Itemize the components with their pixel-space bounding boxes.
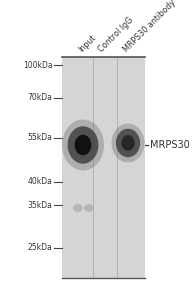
- Text: Input: Input: [77, 33, 98, 54]
- Text: 100kDa: 100kDa: [23, 61, 52, 70]
- Ellipse shape: [121, 135, 135, 151]
- Text: 25kDa: 25kDa: [28, 244, 52, 253]
- Text: 70kDa: 70kDa: [27, 94, 52, 103]
- Text: 35kDa: 35kDa: [27, 200, 52, 209]
- Ellipse shape: [73, 204, 83, 212]
- Text: Control IgG: Control IgG: [97, 16, 135, 54]
- Text: 40kDa: 40kDa: [27, 178, 52, 187]
- Ellipse shape: [112, 124, 145, 163]
- Text: 55kDa: 55kDa: [27, 134, 52, 142]
- Ellipse shape: [62, 119, 104, 170]
- Ellipse shape: [116, 129, 140, 157]
- Text: MRPS30: MRPS30: [150, 140, 190, 150]
- Ellipse shape: [75, 135, 91, 155]
- Ellipse shape: [68, 126, 98, 164]
- Ellipse shape: [84, 204, 94, 212]
- Text: MRPS30 antibody: MRPS30 antibody: [122, 0, 178, 54]
- Bar: [62, 57, 145, 278]
